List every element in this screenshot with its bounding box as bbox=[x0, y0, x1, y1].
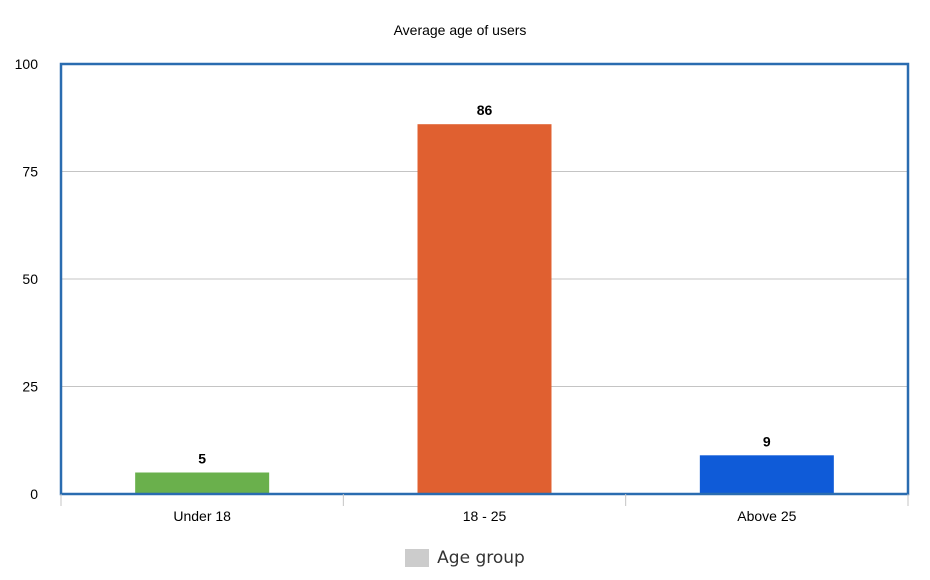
chart-title: Average age of users bbox=[394, 22, 527, 38]
x-tick-label: Under 18 bbox=[173, 508, 231, 524]
y-tick-label: 75 bbox=[22, 164, 38, 180]
bar bbox=[699, 455, 834, 494]
data-label: 5 bbox=[198, 451, 206, 467]
bar bbox=[135, 472, 270, 494]
plot-frame bbox=[59, 62, 910, 496]
y-axis-ticks: 0 25 50 75 100 bbox=[15, 56, 39, 502]
x-tick-label: 18 - 25 bbox=[463, 508, 507, 524]
data-labels: 5 86 9 bbox=[198, 102, 771, 466]
bar-chart: Average age of users 0 25 50 75 100 Under 18… bbox=[15, 22, 910, 524]
y-tick-label: 50 bbox=[22, 271, 38, 287]
x-tick-label: Above 25 bbox=[737, 508, 796, 524]
legend-swatch bbox=[405, 549, 430, 567]
y-tick-label: 100 bbox=[15, 56, 39, 72]
y-tick-label: 25 bbox=[22, 379, 38, 395]
y-tick-label: 0 bbox=[30, 486, 38, 502]
legend: Age group bbox=[0, 548, 930, 568]
bar bbox=[417, 124, 552, 494]
data-label: 86 bbox=[477, 102, 493, 118]
bars bbox=[135, 124, 834, 494]
data-label: 9 bbox=[763, 433, 771, 449]
x-axis-ticks: Under 18 18 - 25 Above 25 bbox=[60, 494, 909, 524]
legend-label: Age group bbox=[437, 548, 525, 568]
